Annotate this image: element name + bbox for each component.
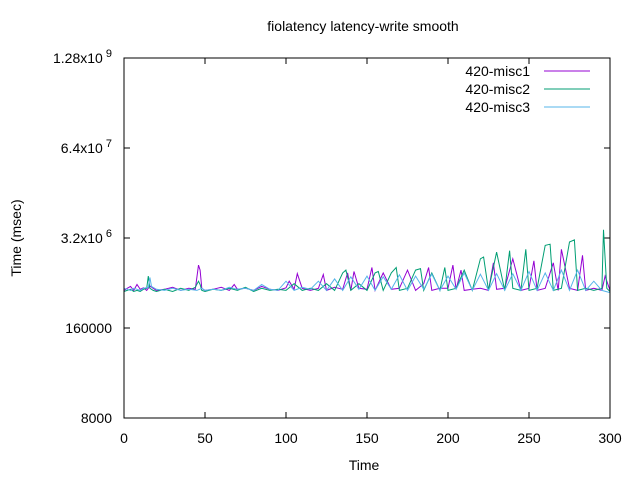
y-tick-label: 160000: [65, 320, 112, 336]
y-axis-label: Time (msec): [8, 199, 24, 276]
y-tick-label: 6.4x10 7: [61, 138, 112, 156]
y-tick-label: 8000: [81, 410, 112, 426]
chart-title: fiolatency latency-write smooth: [267, 18, 458, 34]
x-tick-label: 150: [355, 430, 379, 446]
y-ticks: 8000 160000 3.2x10 6 6.4x10 7 1.28x10 9: [53, 48, 610, 426]
series-line-420-misc3: [123, 268, 611, 294]
x-tick-label: 250: [517, 430, 541, 446]
legend: 420-misc1 420-misc2 420-misc3: [465, 63, 590, 115]
legend-label: 420-misc1: [465, 63, 530, 79]
plot-lines: [123, 229, 611, 294]
x-tick-label: 200: [436, 430, 460, 446]
x-tick-label: 300: [598, 430, 622, 446]
x-axis-label: Time: [349, 457, 380, 473]
y-tick-label: 1.28x10 9: [53, 48, 112, 66]
y-tick-label: 3.2x10 6: [61, 228, 112, 246]
x-tick-label: 50: [197, 430, 213, 446]
plot-frame: [123, 57, 611, 419]
x-tick-label: 0: [120, 430, 128, 446]
x-ticks: 0 50 100 150 200 250 300: [120, 58, 622, 446]
series-line-420-misc2: [123, 229, 611, 293]
x-tick-label: 100: [274, 430, 298, 446]
legend-label: 420-misc3: [465, 99, 530, 115]
legend-label: 420-misc2: [465, 81, 530, 97]
